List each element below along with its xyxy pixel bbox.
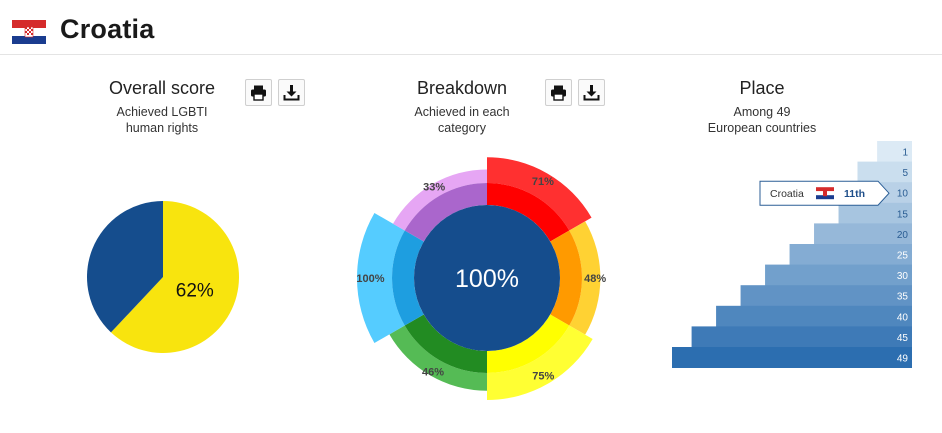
place-highlight-rank: 11th (844, 188, 865, 200)
place-bar-25 (789, 244, 912, 265)
place-bar-45 (691, 326, 912, 348)
place-tick-label-49: 49 (897, 354, 909, 365)
breakdown-inner-segment-1 (550, 230, 582, 326)
overall-pie-label: 62% (176, 281, 214, 302)
breakdown-center-label: 100% (455, 265, 519, 293)
overall-score-subtitle-2: human rights (125, 121, 199, 135)
place-tick-label-20: 20 (897, 230, 909, 241)
breakdown-segment-label-3: 46% (422, 366, 444, 378)
page-header: Croatia (0, 0, 942, 55)
download-icon (283, 85, 300, 101)
place-tick-label-40: 40 (897, 312, 909, 323)
overall-pie-slice-0 (110, 201, 239, 353)
breakdown-outer-segment-2 (487, 325, 593, 400)
breakdown-print-button[interactable] (545, 79, 572, 106)
print-icon (551, 85, 566, 101)
breakdown-outer-segment-4 (357, 213, 405, 343)
breakdown-outer-segment-5 (392, 169, 487, 231)
place-subtitle-2: European countries (707, 121, 817, 135)
place-tick-label-1: 1 (902, 148, 908, 159)
place-highlight-marker: Croatia 11th (759, 180, 890, 206)
breakdown-subtitle-1: Achieved in each (414, 105, 510, 119)
croatia-flag-icon (816, 187, 834, 200)
breakdown-segment-label-0: 71% (532, 176, 554, 188)
croatia-flag-icon (12, 20, 46, 44)
breakdown-sunburst: 71% 48% 75% 46% 100% 33% 100% (356, 157, 606, 400)
overall-score-title: Overall score (108, 78, 216, 98)
country-title: Croatia (60, 14, 155, 44)
place-highlight-country: Croatia (770, 188, 804, 200)
place-tick-label-15: 15 (897, 209, 909, 220)
place-tick-label-35: 35 (897, 292, 909, 303)
overall-score-pie: 62% (87, 201, 239, 353)
place-bar-30 (765, 264, 912, 286)
breakdown-segment-label-4: 100% (356, 273, 384, 285)
breakdown-segment-label-1: 48% (584, 273, 606, 285)
place-bar-35 (740, 285, 912, 307)
breakdown-inner-segment-5 (404, 183, 487, 242)
breakdown-download-button[interactable] (578, 79, 605, 106)
place-tick-label-25: 25 (897, 251, 909, 262)
breakdown-segment-label-5: 33% (423, 181, 445, 193)
breakdown-center-circle (414, 205, 560, 351)
place-tick-label-10: 10 (897, 189, 909, 200)
place-bar-40 (716, 305, 912, 327)
breakdown-outer-segment-1 (569, 221, 601, 335)
overall-download-button[interactable] (278, 79, 305, 106)
print-icon (251, 85, 266, 101)
place-bar-20 (814, 223, 912, 245)
place-bar-49 (672, 347, 912, 368)
breakdown-inner-segment-0 (487, 183, 570, 242)
breakdown-outer-segment-0 (487, 157, 592, 231)
breakdown-inner-segment-3 (404, 314, 487, 373)
overall-pie-slice-1 (87, 201, 163, 333)
breakdown-title: Breakdown (416, 78, 508, 98)
overall-print-button[interactable] (245, 79, 272, 106)
place-tick-label-30: 30 (897, 271, 909, 282)
place-bar-5 (857, 161, 912, 183)
place-tick-label-45: 45 (897, 333, 909, 344)
place-bar-1 (877, 141, 912, 162)
breakdown-inner-segment-4 (392, 230, 424, 326)
breakdown-subtitle-2: category (438, 121, 486, 135)
place-tick-label-5: 5 (902, 168, 908, 179)
download-icon (583, 85, 600, 101)
breakdown-outer-segment-3 (389, 325, 487, 391)
breakdown-inner-segment-2 (487, 314, 570, 373)
place-subtitle-1: Among 49 (733, 105, 791, 119)
place-title: Place (739, 78, 785, 98)
overall-score-subtitle-1: Achieved LGBTI (116, 105, 208, 119)
breakdown-segment-label-2: 75% (532, 370, 554, 382)
place-bar-15 (838, 202, 912, 224)
